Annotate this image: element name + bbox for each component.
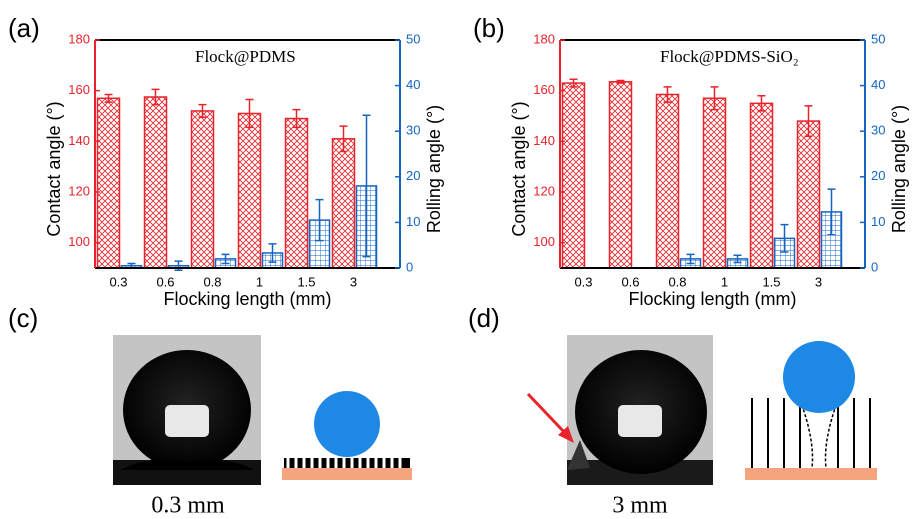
x-tick-label: 0.3 xyxy=(574,274,592,289)
y2-tick-label: 10 xyxy=(406,214,420,229)
bar xyxy=(239,113,261,268)
bar xyxy=(798,121,820,268)
y2-tick-label: 40 xyxy=(406,77,420,92)
bar xyxy=(98,98,120,268)
bar xyxy=(145,97,167,268)
chart-title: Flock@PDMS-SiO₂ xyxy=(660,47,799,66)
x-tick-label: 0.8 xyxy=(203,274,221,289)
y-axis-label: Contact angle (°) xyxy=(509,101,529,236)
y2-tick-label: 50 xyxy=(406,31,420,46)
bar xyxy=(563,83,585,268)
bar xyxy=(704,98,726,268)
bar xyxy=(610,82,632,268)
y2-tick-label: 40 xyxy=(871,77,885,92)
y-tick-label: 160 xyxy=(68,82,90,97)
x-tick-label: 0.8 xyxy=(668,274,686,289)
y-tick-label: 180 xyxy=(68,31,90,46)
bar xyxy=(333,139,355,268)
y2-axis-label: Rolling angle (°) xyxy=(889,105,909,233)
y-tick-label: 140 xyxy=(533,133,555,148)
y-tick-label: 180 xyxy=(533,31,555,46)
x-tick-label: 1.5 xyxy=(762,274,780,289)
y2-tick-label: 20 xyxy=(871,168,885,183)
schematic xyxy=(745,341,877,480)
y-axis-label: Contact angle (°) xyxy=(44,101,64,236)
y2-tick-label: 20 xyxy=(406,168,420,183)
x-tick-label: 0.6 xyxy=(621,274,639,289)
caption: 3 mm xyxy=(612,493,668,519)
y-tick-label: 120 xyxy=(68,183,90,198)
y-tick-label: 160 xyxy=(533,82,555,97)
photo xyxy=(113,335,261,485)
y-tick-label: 100 xyxy=(68,234,90,249)
y2-tick-label: 0 xyxy=(406,259,413,274)
x-tick-label: 0.6 xyxy=(156,274,174,289)
x-tick-label: 1.5 xyxy=(297,274,315,289)
bar xyxy=(286,119,308,268)
chart-title: Flock@PDMS xyxy=(195,47,296,66)
y-tick-label: 140 xyxy=(68,133,90,148)
y-tick-label: 100 xyxy=(533,234,555,249)
y2-tick-label: 30 xyxy=(871,123,885,138)
y2-tick-label: 50 xyxy=(871,31,885,46)
x-tick-label: 1 xyxy=(256,274,263,289)
figure: (a)100120140160180010203040500.30.60.811… xyxy=(0,0,917,519)
x-axis-label: Flocking length (mm) xyxy=(628,289,796,309)
photo xyxy=(567,335,713,485)
caption: 0.3 mm xyxy=(151,493,225,519)
y2-tick-label: 30 xyxy=(406,123,420,138)
bar xyxy=(751,103,773,268)
y2-tick-label: 10 xyxy=(871,214,885,229)
y2-tick-label: 0 xyxy=(871,259,878,274)
x-tick-label: 3 xyxy=(350,274,357,289)
y2-axis-label: Rolling angle (°) xyxy=(424,105,444,233)
bar xyxy=(192,111,214,268)
panel-label: (c) xyxy=(8,303,38,333)
schematic xyxy=(282,391,412,480)
x-axis-label: Flocking length (mm) xyxy=(163,289,331,309)
panel-label: (a) xyxy=(8,13,40,43)
y-tick-label: 120 xyxy=(533,183,555,198)
panel-label: (d) xyxy=(468,303,500,333)
bar xyxy=(657,94,679,268)
x-tick-label: 1 xyxy=(721,274,728,289)
x-tick-label: 0.3 xyxy=(109,274,127,289)
panel-label: (b) xyxy=(473,13,505,43)
x-tick-label: 3 xyxy=(815,274,822,289)
